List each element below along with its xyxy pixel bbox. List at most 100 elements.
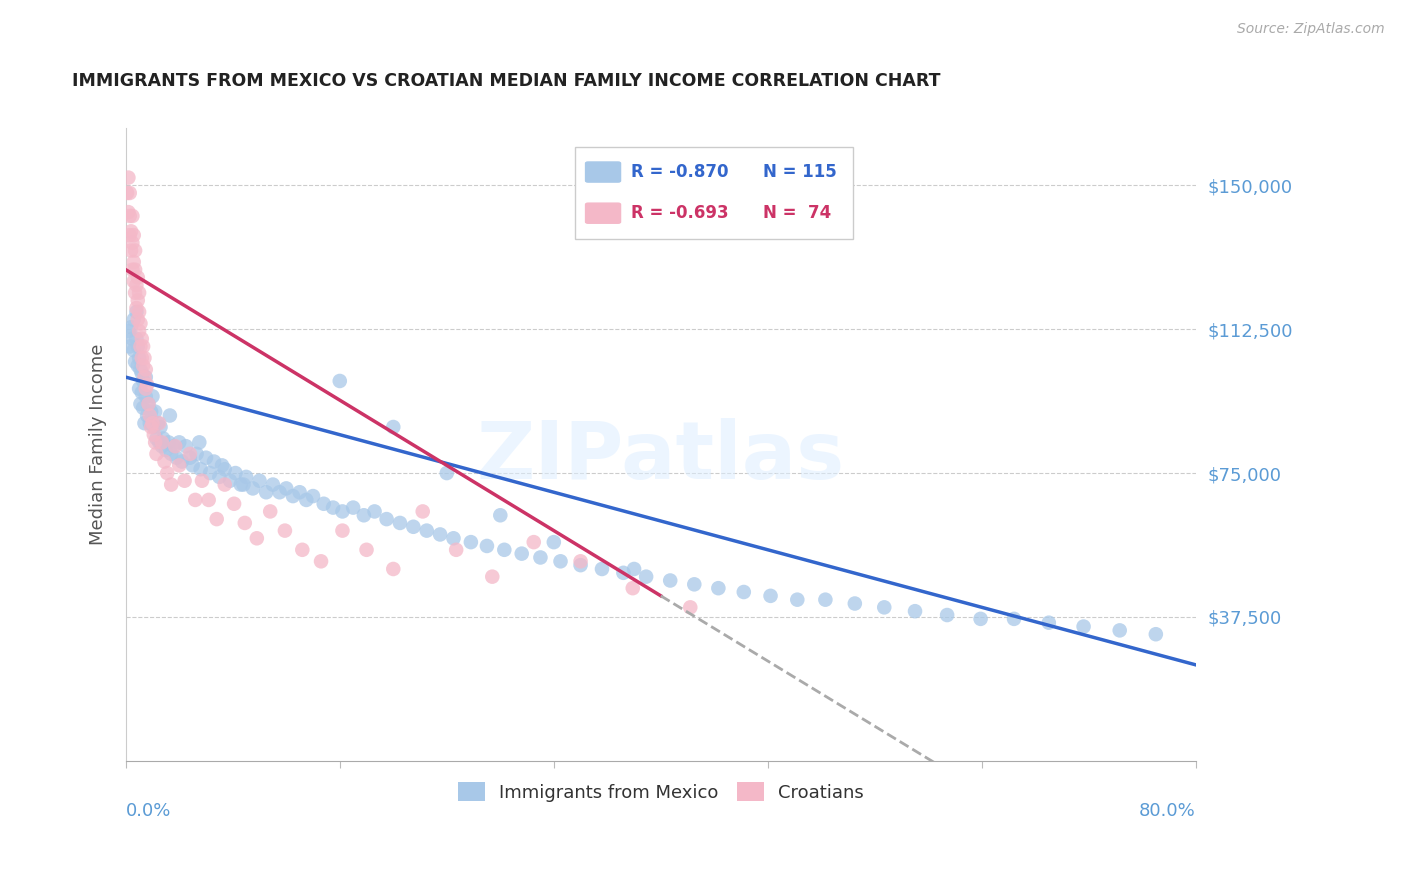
Point	[969, 612, 991, 626]
Point	[214, 477, 236, 491]
Text: 0.0%: 0.0%	[125, 802, 172, 820]
Point	[131, 351, 153, 365]
Point	[166, 450, 188, 465]
Point	[679, 600, 702, 615]
Point	[121, 262, 143, 277]
Point	[134, 416, 156, 430]
Point	[222, 497, 245, 511]
Point	[117, 170, 139, 185]
Point	[129, 397, 152, 411]
Point	[904, 604, 927, 618]
Point	[122, 343, 145, 358]
Y-axis label: Median Family Income: Median Family Income	[89, 343, 107, 545]
Point	[460, 535, 482, 549]
Point	[117, 205, 139, 219]
Point	[198, 466, 221, 480]
Point	[288, 485, 311, 500]
Point	[149, 420, 172, 434]
Point	[211, 458, 233, 473]
Point	[128, 285, 150, 300]
Point	[120, 244, 142, 258]
Point	[208, 470, 231, 484]
Point	[124, 285, 146, 300]
Point	[242, 482, 264, 496]
Point	[510, 547, 533, 561]
Point	[174, 439, 197, 453]
Point	[132, 359, 155, 373]
Point	[121, 235, 143, 250]
Point	[302, 489, 325, 503]
Point	[591, 562, 613, 576]
Point	[136, 409, 159, 423]
Point	[128, 305, 150, 319]
Point	[683, 577, 706, 591]
Point	[118, 186, 141, 200]
Point	[375, 512, 398, 526]
Text: ZIPatlas: ZIPatlas	[477, 418, 845, 496]
Point	[131, 385, 153, 400]
Point	[139, 409, 162, 423]
Text: IMMIGRANTS FROM MEXICO VS CROATIAN MEDIAN FAMILY INCOME CORRELATION CHART: IMMIGRANTS FROM MEXICO VS CROATIAN MEDIA…	[72, 71, 941, 90]
Point	[157, 435, 180, 450]
Point	[184, 492, 207, 507]
Point	[229, 477, 252, 491]
FancyBboxPatch shape	[585, 161, 621, 183]
Point	[155, 443, 177, 458]
Point	[353, 508, 375, 523]
Point	[124, 262, 146, 277]
Point	[205, 512, 228, 526]
Point	[129, 317, 152, 331]
Point	[142, 427, 165, 442]
Point	[181, 458, 204, 473]
Point	[128, 382, 150, 396]
Point	[281, 489, 304, 503]
Point	[167, 435, 190, 450]
Point	[269, 485, 291, 500]
Point	[342, 500, 364, 515]
Point	[636, 569, 658, 583]
Point	[150, 439, 173, 453]
Point	[214, 462, 236, 476]
Point	[444, 542, 467, 557]
Point	[127, 293, 149, 308]
Point	[332, 504, 354, 518]
Point	[121, 209, 143, 223]
Point	[202, 454, 225, 468]
Point	[443, 531, 465, 545]
Point	[186, 447, 208, 461]
Point	[1002, 612, 1025, 626]
Point	[436, 466, 458, 480]
Point	[125, 301, 148, 315]
Point	[1038, 615, 1060, 630]
Point	[936, 607, 959, 622]
Point	[382, 420, 405, 434]
Point	[122, 274, 145, 288]
Point	[128, 324, 150, 338]
Point	[543, 535, 565, 549]
Point	[475, 539, 498, 553]
Point	[122, 255, 145, 269]
Point	[188, 435, 211, 450]
Point	[191, 474, 214, 488]
Point	[167, 458, 190, 473]
Point	[786, 592, 808, 607]
Text: Source: ZipAtlas.com: Source: ZipAtlas.com	[1237, 22, 1385, 37]
Point	[873, 600, 896, 615]
Point	[142, 420, 165, 434]
Point	[132, 374, 155, 388]
Point	[170, 454, 193, 468]
Point	[494, 542, 516, 557]
Point	[659, 574, 682, 588]
Point	[122, 228, 145, 243]
Point	[1073, 619, 1095, 633]
Point	[120, 224, 142, 238]
Point	[115, 186, 138, 200]
Point	[117, 324, 139, 338]
Point	[150, 435, 173, 450]
Point	[148, 435, 170, 450]
Point	[127, 339, 149, 353]
Point	[291, 542, 314, 557]
Point	[129, 362, 152, 376]
Point	[363, 504, 385, 518]
Point	[129, 339, 152, 353]
